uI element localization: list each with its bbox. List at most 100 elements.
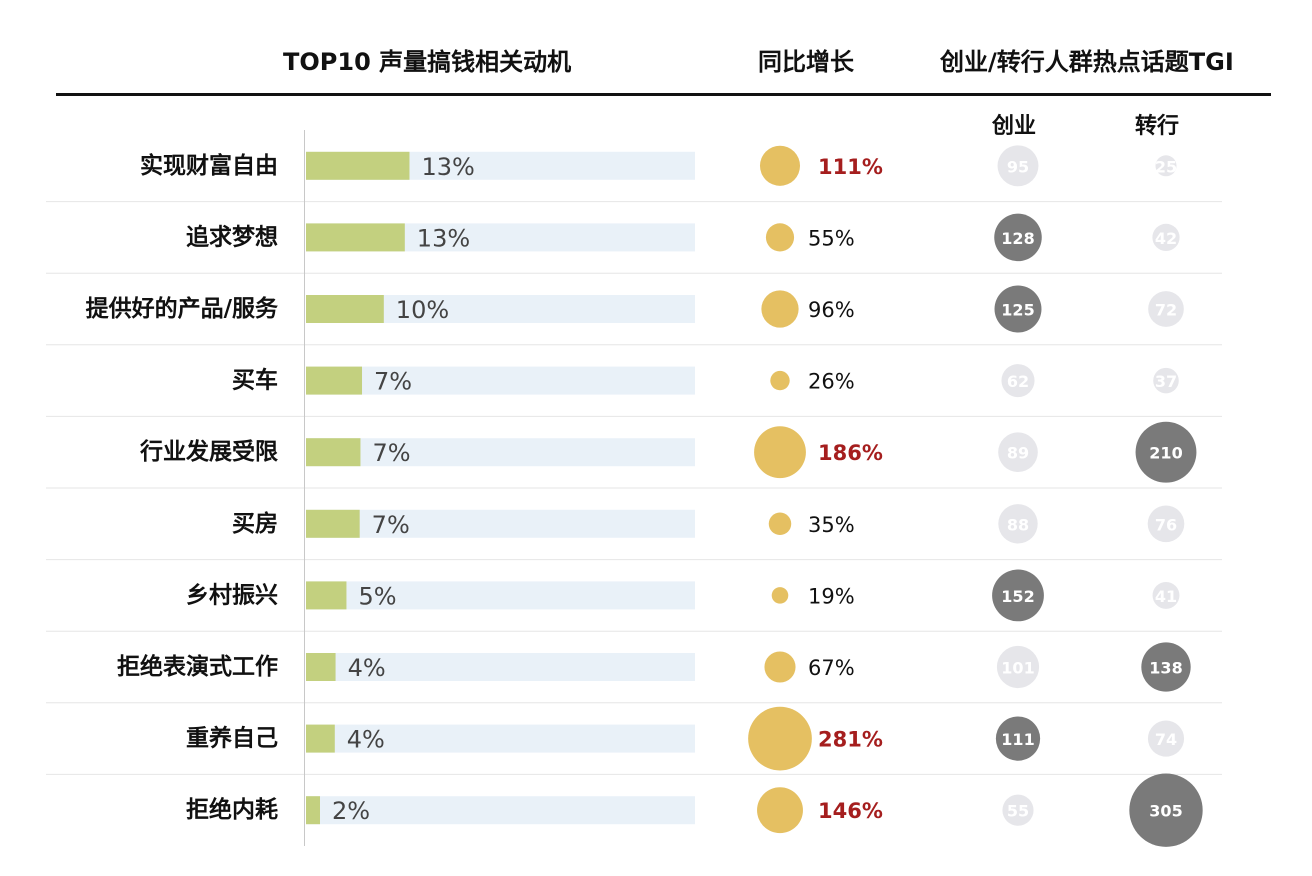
tgi-startup-value: 95: [1007, 157, 1029, 176]
tgi-startup-value: 128: [1001, 229, 1034, 248]
tgi-switch-value: 72: [1155, 301, 1177, 320]
category-label: 提供好的产品/服务: [86, 295, 279, 322]
growth-bubble: [757, 787, 803, 834]
share-label: 4%: [347, 726, 385, 754]
tgi-startup-header: 创业: [992, 114, 1037, 139]
growth-label: 19%: [808, 584, 855, 608]
tgi-switch-value: 210: [1149, 444, 1182, 463]
share-bar: [306, 581, 347, 610]
growth-bubble: [754, 426, 806, 479]
bar-track: [306, 796, 695, 825]
bar-track: [306, 653, 695, 681]
share-bar: [306, 653, 336, 681]
share-label: 13%: [417, 224, 470, 252]
growth-bubble: [759, 145, 801, 186]
header-divider: [56, 93, 1271, 96]
share-label: 7%: [372, 439, 410, 467]
tgi-switch-bubble: [1129, 773, 1203, 847]
growth-label: 186%: [818, 441, 883, 465]
tgi-startup-bubble: [994, 285, 1042, 333]
category-axis: [304, 130, 305, 846]
tgi-switch-bubble: [1135, 421, 1197, 483]
tgi-header: 创业/转行人群热点话题TGI: [940, 48, 1234, 76]
growth-bubble: [770, 370, 790, 391]
tgi-switch-value: 37: [1155, 372, 1177, 391]
share-label: 13%: [421, 153, 474, 181]
growth-label: 35%: [808, 513, 855, 537]
share-label: 5%: [358, 582, 396, 610]
growth-bubble: [765, 223, 795, 252]
share-bar: [306, 509, 360, 538]
share-bar: [306, 724, 335, 753]
tgi-startup-bubble: [1002, 794, 1034, 826]
motives-header: TOP10 声量搞钱相关动机: [283, 48, 572, 76]
growth-label: 281%: [818, 728, 883, 752]
share-bar: [306, 223, 405, 252]
tgi-startup-value: 62: [1007, 372, 1029, 391]
share-label: 4%: [348, 654, 386, 682]
category-label: 行业发展受限: [139, 438, 278, 465]
category-label: 买车: [232, 367, 278, 394]
growth-bubble: [764, 651, 796, 683]
growth-label: 67%: [808, 656, 855, 680]
tgi-switch-bubble: [1141, 642, 1191, 692]
tgi-switch-value: 25: [1155, 157, 1177, 176]
tgi-switch-value: 76: [1155, 515, 1177, 534]
tgi-startup-bubble: [1001, 364, 1035, 398]
share-label: 7%: [372, 511, 410, 539]
tgi-startup-bubble: [996, 645, 1040, 689]
growth-bubble: [768, 512, 792, 536]
tgi-switch-bubble: [1147, 505, 1185, 543]
tgi-switch-header: 转行: [1135, 114, 1180, 139]
tgi-switch-bubble: [1148, 291, 1184, 327]
share-label: 7%: [374, 368, 412, 396]
category-label: 实现财富自由: [140, 152, 278, 179]
growth-bubble: [771, 587, 789, 604]
tgi-startup-bubble: [998, 504, 1038, 544]
share-bar: [306, 796, 321, 825]
tgi-startup-value: 55: [1007, 802, 1029, 821]
tgi-startup-bubble: [995, 716, 1041, 761]
category-label: 买房: [232, 510, 278, 537]
tgi-switch-bubble: [1155, 155, 1177, 177]
growth-bubble: [748, 706, 812, 771]
growth-label: 96%: [808, 298, 855, 322]
bar-track: [306, 438, 695, 467]
growth-bubble: [761, 290, 799, 328]
bar-track: [306, 724, 695, 753]
tgi-switch-bubble: [1147, 720, 1185, 757]
tgi-startup-bubble: [992, 569, 1044, 622]
growth-header: 同比增长: [758, 48, 854, 76]
tgi-switch-bubble: [1152, 581, 1180, 609]
share-label: 10%: [396, 296, 449, 324]
tgi-switch-bubble: [1153, 367, 1179, 394]
growth-label: 26%: [808, 370, 855, 394]
growth-label: 146%: [818, 799, 883, 823]
share-label: 2%: [332, 797, 370, 825]
growth-label: 55%: [808, 226, 855, 250]
tgi-startup-value: 101: [1001, 659, 1034, 678]
tgi-switch-value: 74: [1155, 730, 1177, 749]
share-bar: [306, 366, 363, 395]
bar-track: [306, 366, 695, 395]
tgi-switch-value: 138: [1149, 659, 1182, 678]
tgi-startup-value: 88: [1007, 515, 1029, 534]
share-bar: [306, 295, 384, 323]
category-label: 乡村振兴: [186, 581, 278, 608]
share-bar: [306, 438, 361, 467]
tgi-startup-bubble: [994, 213, 1042, 262]
tgi-switch-value: 305: [1149, 802, 1182, 821]
growth-label: 111%: [818, 155, 883, 179]
bar-track: [306, 509, 695, 538]
tgi-switch-value: 41: [1155, 587, 1177, 606]
tgi-switch-value: 42: [1155, 229, 1177, 248]
category-label: 拒绝内耗: [186, 796, 278, 823]
category-label: 重养自己: [186, 725, 278, 752]
tgi-startup-value: 125: [1001, 301, 1034, 320]
tgi-startup-bubble: [997, 145, 1039, 187]
tgi-startup-value: 89: [1007, 444, 1029, 463]
bar-track: [306, 581, 695, 610]
share-bar: [306, 151, 410, 180]
